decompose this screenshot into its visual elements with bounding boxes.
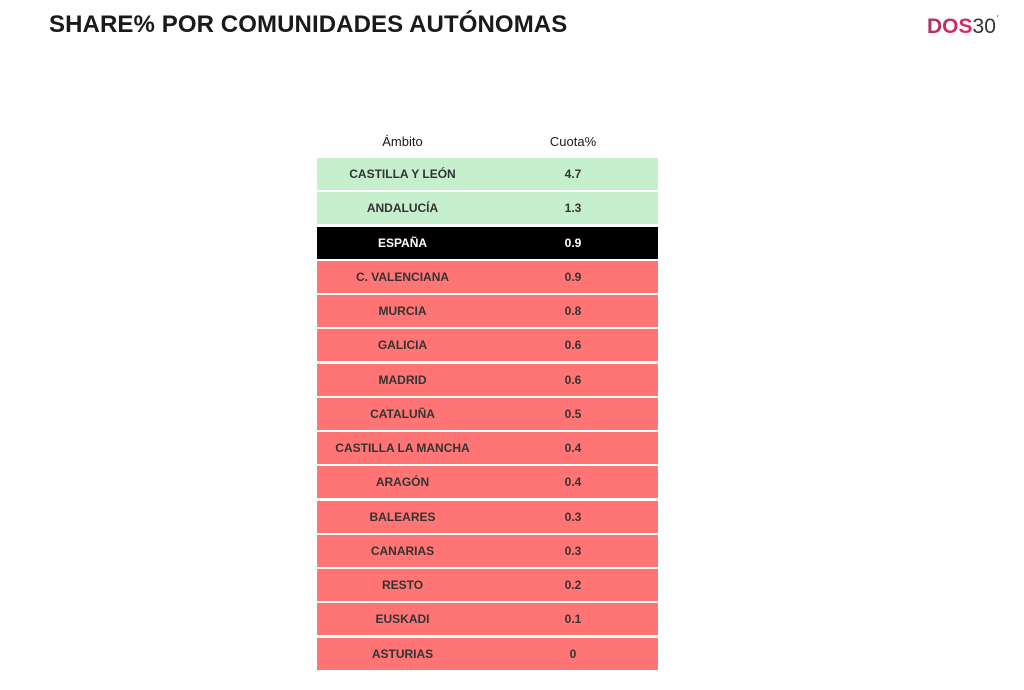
cell-cuota: 0.9 [564,269,582,284]
cell-cuota: 0.5 [564,406,582,421]
cell-ambito: RESTO [381,578,424,593]
cell-cuota: 0.3 [564,509,582,524]
logo-mark: ' [996,14,999,25]
logo-brand: DOS [927,15,973,38]
cell-cuota: 0.6 [564,338,582,353]
logo-number: 30 [972,15,996,38]
table-header: Ámbito Cuota% [317,125,658,158]
cell-ambito: MURCIA [378,304,427,319]
cell-cuota: 0.4 [564,475,582,490]
table-row: CASTILLA LA MANCHA 0.4 [317,432,658,465]
table-row: C. VALENCIANA 0.9 [317,260,658,293]
cell-cuota: 0.6 [564,372,582,387]
table-row: BALEARES 0.3 [317,500,658,533]
table-row: EUSKADI 0.1 [317,603,658,636]
table-row: MADRID 0.6 [317,363,658,396]
cell-ambito: CANARIAS [370,543,435,558]
cell-ambito: ARAGÓN [375,475,430,490]
table-row: ARAGÓN 0.4 [317,466,658,499]
page-title: SHARE% POR COMUNIDADES AUTÓNOMAS [49,11,568,38]
cell-ambito: ESPAÑA [377,235,428,250]
table-row: ESPAÑA 0.9 [317,226,658,259]
table-row: GALICIA 0.6 [317,329,658,362]
table-body: CASTILLA Y LEÓN 4.7 ANDALUCÍA 1.3 ESPAÑA 0.9 C… [317,158,658,670]
table-row: CASTILLA Y LEÓN 4.7 [317,158,658,190]
cell-cuota: 0.9 [564,235,582,250]
cell-ambito: GALICIA [377,338,428,353]
cell-ambito: CASTILLA Y LEÓN [349,167,456,181]
cell-cuota: 0.8 [564,304,582,319]
table-row: ANDALUCÍA 1.3 [317,192,658,225]
cell-cuota: 0.1 [564,612,582,627]
table-row: MURCIA 0.8 [317,295,658,328]
cell-cuota: 1.3 [564,201,582,216]
cell-cuota: 0.4 [564,441,582,456]
cell-ambito: C. VALENCIANA [355,269,450,284]
cell-ambito: CASTILLA LA MANCHA [335,441,470,456]
column-header-ambito: Ámbito [382,134,423,149]
cell-ambito: MADRID [378,372,427,387]
cell-ambito: CATALUÑA [370,406,435,421]
column-header-cuota: Cuota% [549,134,597,149]
table-row: ASTURIAS 0 [317,637,658,670]
table-row: RESTO 0.2 [317,569,658,602]
dos30-logo: DOS 30 ' [927,14,999,40]
cell-cuota: 0 [569,646,577,661]
cell-cuota: 0.2 [564,578,582,593]
cell-ambito: ANDALUCÍA [366,201,439,216]
table-row: CANARIAS 0.3 [317,534,658,567]
cell-ambito: BALEARES [369,509,436,524]
cell-ambito: EUSKADI [375,612,430,627]
cell-ambito: ASTURIAS [371,646,434,661]
cell-cuota: 4.7 [564,167,582,181]
share-table: Ámbito Cuota% CASTILLA Y LEÓN 4.7 ANDALUCÍ… [317,125,658,672]
table-row: CATALUÑA 0.5 [317,397,658,430]
cell-cuota: 0.3 [564,543,582,558]
